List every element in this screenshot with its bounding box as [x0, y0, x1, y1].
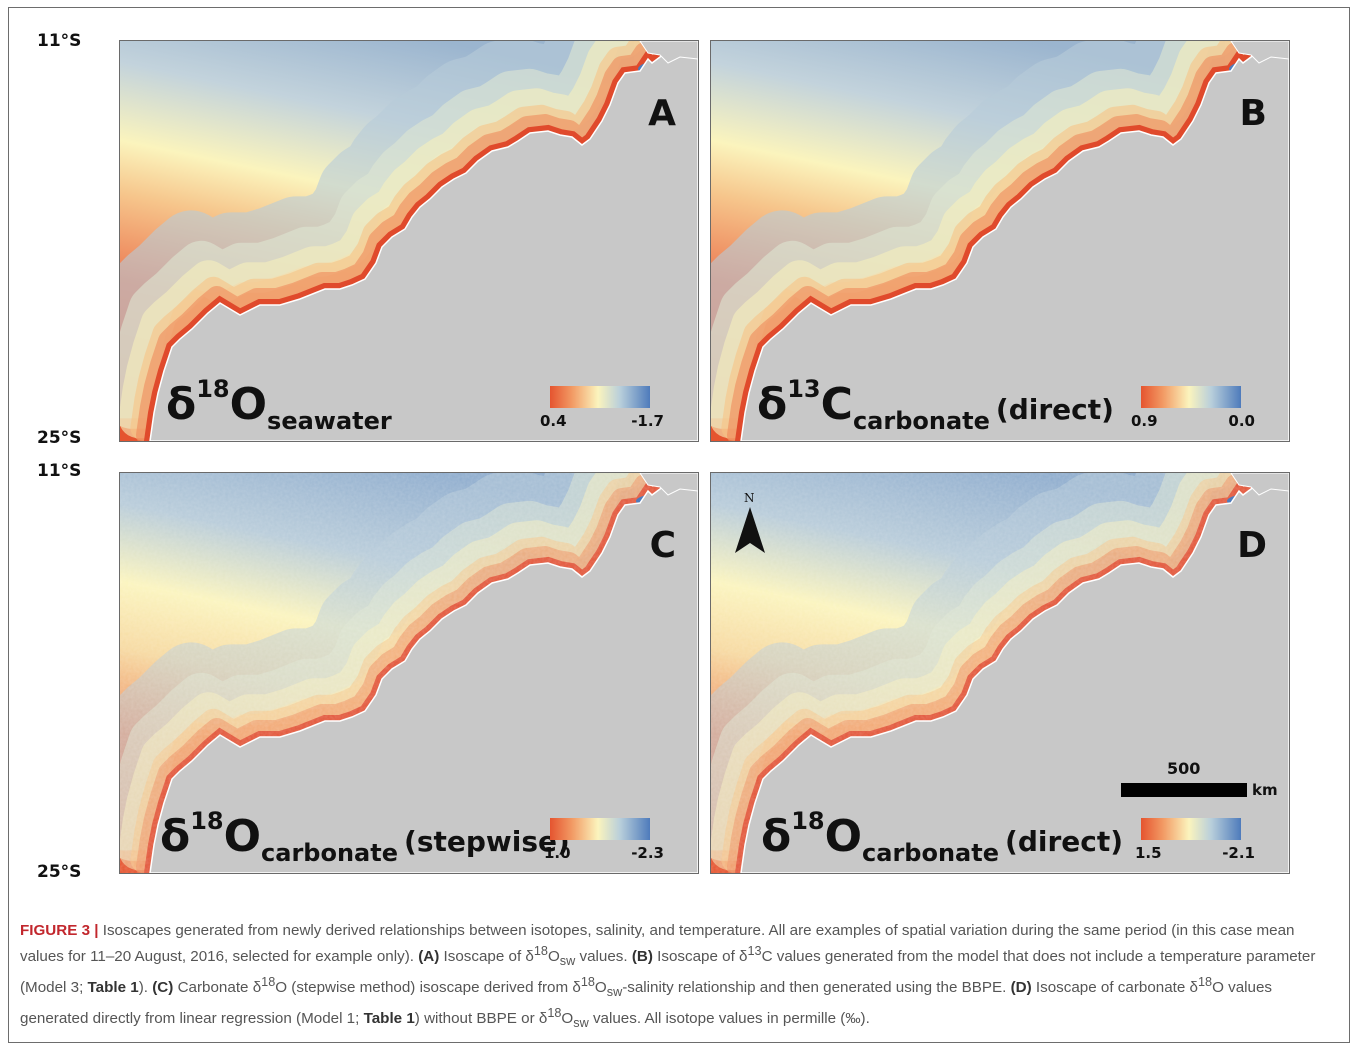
north-arrow: N — [733, 491, 767, 555]
land-mass — [740, 41, 1289, 441]
island — [639, 41, 698, 64]
north-arrow-label: N — [744, 491, 755, 505]
scale-bar-unit: km — [1252, 781, 1278, 799]
legend-min-b: 0.9 — [1131, 412, 1158, 430]
legend-min-d: 1.5 — [1135, 844, 1162, 862]
north-arrow-icon — [735, 507, 765, 553]
scale-bar-value: 500 — [1167, 759, 1201, 778]
color-legend-b: 0.9 0.0 — [1131, 386, 1255, 430]
island — [1230, 41, 1289, 64]
panel-label-c: C — [649, 525, 676, 566]
map-panel-c[interactable]: C δ18Ocarbonate (stepwise) 1.0 -2.3 — [119, 472, 699, 874]
color-legend-a: 0.4 -1.7 — [540, 386, 664, 430]
color-legend-c: 1.0 -2.3 — [544, 818, 664, 862]
isotope-formula-a: δ18Oseawater — [166, 375, 392, 435]
legend-min-c: 1.0 — [544, 844, 571, 862]
panel-label-b: B — [1239, 93, 1267, 134]
isoscape-map-d — [711, 473, 1289, 873]
map-panel-a[interactable]: A δ18Oseawater 0.4 -1.7 — [119, 40, 699, 442]
legend-gradient-c — [550, 818, 650, 840]
island — [639, 473, 698, 496]
island — [1230, 473, 1289, 496]
isotope-formula-b: δ13Ccarbonate (direct) — [757, 375, 1114, 435]
color-legend-d: 1.5 -2.1 — [1135, 818, 1255, 862]
legend-gradient-d — [1141, 818, 1241, 840]
latitude-label-top-row1: 11°S — [37, 31, 82, 51]
latitude-label-bottom-row2: 25°S — [37, 862, 82, 882]
land-mass — [149, 41, 698, 441]
scale-bar: 500 km — [1121, 753, 1289, 803]
isoscape-map-c — [120, 473, 698, 873]
caption-figure-label: FIGURE 3 | — [20, 922, 99, 939]
map-panel-b[interactable]: B δ13Ccarbonate (direct) 0.9 0.0 — [710, 40, 1290, 442]
isoscape-map-a — [120, 41, 698, 441]
legend-gradient-a — [550, 386, 650, 408]
scale-bar-rect — [1121, 783, 1247, 797]
legend-min-a: 0.4 — [540, 412, 567, 430]
legend-max-d: -2.1 — [1222, 844, 1255, 862]
isotope-formula-d: δ18Ocarbonate (direct) — [761, 807, 1124, 867]
legend-max-a: -1.7 — [631, 412, 664, 430]
land-mass — [149, 473, 698, 873]
latitude-label-bottom-row1: 25°S — [37, 428, 82, 448]
panel-label-d: D — [1237, 525, 1267, 566]
legend-max-c: -2.3 — [631, 844, 664, 862]
caption-table-link[interactable]: Table 1 — [87, 979, 139, 997]
isoscape-map-b — [711, 41, 1289, 441]
legend-max-b: 0.0 — [1228, 412, 1255, 430]
figure-caption: FIGURE 3 | Isoscapes generated from newl… — [20, 922, 1316, 1031]
caption-table-link-2[interactable]: Table 1 — [363, 1010, 415, 1028]
isotope-formula-c: δ18Ocarbonate (stepwise) — [160, 807, 570, 867]
land-mass — [740, 473, 1289, 873]
legend-gradient-b — [1141, 386, 1241, 408]
map-panel-d[interactable]: D N 500 km δ18Ocarbonate (direct) 1.5 -2.… — [710, 472, 1290, 874]
figure-frame — [8, 7, 1350, 1043]
panel-label-a: A — [648, 93, 676, 134]
latitude-label-top-row2: 11°S — [37, 461, 82, 481]
